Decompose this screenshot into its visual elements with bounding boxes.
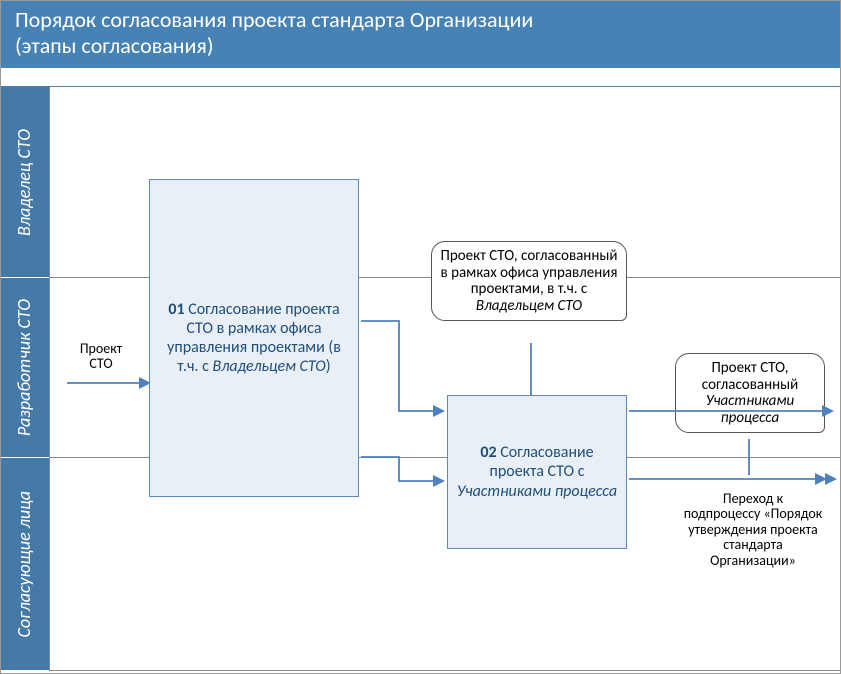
title-bar: Порядок согласования проекта стандарта О… — [1, 1, 840, 70]
note2-body: Проект СТО, согласованный — [702, 359, 798, 394]
diagram-frame: Порядок согласования проекта стандарта О… — [0, 0, 841, 674]
process-box-02: 02 Согласование проекта СТО с Участникам… — [447, 395, 627, 549]
connector-note1 — [521, 343, 541, 397]
lane-label-approvers: Согласующие лица — [1, 458, 49, 670]
exit-label-text: Переход к подпроцессу «Порядок утвержден… — [684, 490, 823, 569]
box01-ital: Владельцем СТО — [212, 357, 325, 376]
lane-label-developer-text: Разработчик СТО — [15, 299, 35, 436]
arrow-b1-to-n1 — [359, 301, 459, 421]
title-line1: Порядок согласования проекта стандарта О… — [15, 7, 826, 33]
box01-tail: ) — [326, 357, 331, 376]
lane-left-edge — [49, 87, 50, 671]
input-label: Проект СТО — [69, 341, 133, 372]
note1-body: Проект СТО, согласованный в рамках офиса… — [441, 247, 618, 298]
arrow-b1-to-b2-lower — [359, 451, 459, 511]
lane-label-approvers-text: Согласующие лица — [15, 491, 35, 637]
lane-bottom — [49, 670, 840, 671]
note-output-2: Проект СТО, согласованный Участниками пр… — [675, 353, 825, 433]
sub-header-strip — [1, 67, 840, 87]
input-label-text: Проект СТО — [80, 340, 122, 372]
lane-label-developer: Разработчик СТО — [1, 278, 49, 457]
note1-ital: Владельцем СТО — [476, 297, 582, 315]
lane-label-owner-text: Владелец СТО — [15, 129, 35, 236]
box02-num: 02 — [480, 443, 496, 462]
title-line2: (этапы согласования) — [15, 33, 826, 59]
arrow-b2-exit-upper — [627, 401, 841, 421]
process-box-01: 01 Согласование проекта СТО в рамках офи… — [149, 179, 359, 497]
arrow-input — [65, 373, 155, 393]
arrow-b2-exit-lower — [627, 469, 841, 489]
exit-label: Переход к подпроцессу «Порядок утвержден… — [683, 491, 823, 568]
process-box-01-text: 01 Согласование проекта СТО в рамках офи… — [158, 300, 350, 377]
note-output-1: Проект СТО, согласованный в рамках офиса… — [431, 241, 627, 321]
process-box-02-text: 02 Согласование проекта СТО с Участникам… — [456, 443, 618, 501]
box02-body: Согласование проекта СТО с — [490, 443, 594, 481]
lane-label-owner: Владелец СТО — [1, 87, 49, 277]
box01-num: 01 — [168, 300, 184, 319]
box02-ital: Участниками процесса — [457, 482, 617, 501]
